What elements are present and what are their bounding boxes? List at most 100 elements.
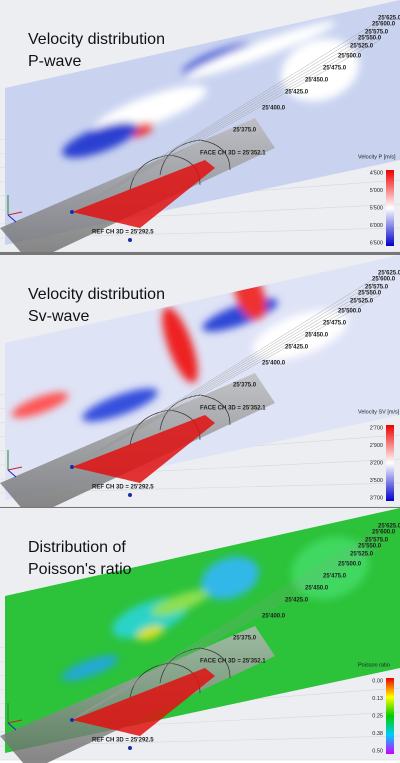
ray <box>71 547 381 721</box>
field-blob <box>93 85 207 135</box>
ray <box>71 19 381 213</box>
colorbar <box>386 425 394 501</box>
colorbar <box>386 170 394 246</box>
chainage-label: 25'375.0 <box>233 636 257 642</box>
field-blob <box>281 38 359 102</box>
chainage-label: 25'575.0 <box>365 30 389 36</box>
chainage-label: 25'600.0 <box>372 530 396 536</box>
ray <box>71 543 381 721</box>
legend-tick-label: 4'500 <box>370 170 383 176</box>
chainage-label: 25'475.0 <box>323 321 347 327</box>
receiver <box>70 718 74 722</box>
legend-title: Velocity SV [m/s] <box>358 409 400 415</box>
chainage-label: 25'400.0 <box>262 106 286 112</box>
panel-title: Distribution of <box>28 539 126 556</box>
colorbar <box>386 678 394 754</box>
chainage-label: 25'600.0 <box>372 22 396 28</box>
legend-tick-label: 5'500 <box>370 205 383 211</box>
ray <box>71 531 381 721</box>
legend-tick-label: 2'900 <box>370 443 383 449</box>
legend-title: Velocity P [m/s] <box>358 154 396 160</box>
panel: Distribution of Poisson's ratio 25'375.0 25… <box>0 508 400 763</box>
panel-title: Velocity distribution <box>28 286 165 303</box>
legend-tick-label: 0.13 <box>372 696 383 702</box>
receiver <box>128 746 132 750</box>
axis-triad <box>7 466 23 471</box>
chainage-label: 25'425.0 <box>285 345 309 351</box>
legend-tick-label: 6'500 <box>370 240 383 246</box>
wall-field <box>61 536 369 681</box>
legend-tick-label: 0.25 <box>372 713 383 719</box>
legend-tick-label: 3'700 <box>370 495 383 501</box>
field-blob <box>184 21 336 79</box>
axis-triad <box>7 469 17 478</box>
chainage-label: 25'375.0 <box>233 128 257 134</box>
separator <box>0 252 400 255</box>
face-label: FACE CH 3D = 25'352.1 <box>200 151 266 157</box>
panel: Velocity distribution P-wave 25'375.0 25'40… <box>0 0 400 263</box>
field-blob <box>136 625 164 641</box>
legend-tick-label: 0.00 <box>372 678 383 684</box>
borehole-fan <box>72 668 215 736</box>
legend-tick-label: 6'000 <box>370 223 383 229</box>
field-blob <box>151 590 209 616</box>
chainage-label: 25'500.0 <box>338 309 362 315</box>
chainage-label: 25'525.0 <box>350 299 374 305</box>
borehole-fan <box>72 415 215 483</box>
field-blob <box>61 655 119 681</box>
receiver <box>128 238 132 242</box>
borehole-fan <box>72 160 215 228</box>
field-blob <box>62 122 138 158</box>
field-blob <box>11 392 69 418</box>
chainage-label: 25'475.0 <box>323 574 347 580</box>
ray <box>71 23 381 213</box>
axis-triad <box>7 211 23 216</box>
legend-tick-label: 0.50 <box>372 748 383 754</box>
face-label: FACE CH 3D = 25'352.1 <box>200 406 266 412</box>
chainage-label: 25'525.0 <box>350 44 374 50</box>
chainage-label: 25'600.0 <box>372 277 396 283</box>
chainage-label: 25'550.0 <box>358 36 382 42</box>
chainage-label: 25'375.0 <box>233 383 257 389</box>
ray <box>71 35 381 213</box>
legend-tick-label: 5'000 <box>370 188 383 194</box>
panel-title: Velocity distribution <box>28 31 165 48</box>
field-blob <box>82 388 158 422</box>
ray <box>71 31 381 213</box>
chainage-label: 25'400.0 <box>262 614 286 620</box>
chainage-label: 25'425.0 <box>285 90 309 96</box>
chainage-label: 25'550.0 <box>358 291 382 297</box>
chainage-label: 25'400.0 <box>262 361 286 367</box>
chainage-label: 25'500.0 <box>338 562 362 568</box>
wall-field <box>62 21 359 158</box>
panel-title: Sv-wave <box>28 308 89 325</box>
axis-triad <box>7 719 23 724</box>
chainage-label: 25'625.0 <box>378 16 400 22</box>
ray <box>71 286 381 468</box>
ref-label: REF CH 3D = 25'292.5 <box>92 485 154 491</box>
chainage-label: 25'625.0 <box>378 271 400 277</box>
chainage-label: 25'500.0 <box>338 54 362 60</box>
field-blob <box>162 307 198 383</box>
receiver <box>128 493 132 497</box>
legend-title: Poisson ratio <box>358 662 390 668</box>
face-label: FACE CH 3D = 25'352.1 <box>200 659 266 665</box>
axis-triad <box>7 214 17 223</box>
legend-tick-label: 3'500 <box>370 478 383 484</box>
chainage-label: 25'450.0 <box>305 78 329 84</box>
legend-tick-label: 3'200 <box>370 460 383 466</box>
ray <box>71 294 381 468</box>
ray <box>71 274 381 468</box>
field-blob <box>200 556 260 600</box>
chainage-label: 25'425.0 <box>285 598 309 604</box>
legend-tick-label: 2'700 <box>370 425 383 431</box>
ray <box>71 278 381 468</box>
chainage-label: 25'575.0 <box>365 538 389 544</box>
receiver <box>70 465 74 469</box>
chainage-label: 25'625.0 <box>378 524 400 530</box>
panel-title: Poisson's ratio <box>28 561 132 578</box>
chainage-label: 25'525.0 <box>350 552 374 558</box>
panel: Velocity distribution Sv-wave 25'375.0 25'4… <box>0 255 400 518</box>
ref-label: REF CH 3D = 25'292.5 <box>92 738 154 744</box>
